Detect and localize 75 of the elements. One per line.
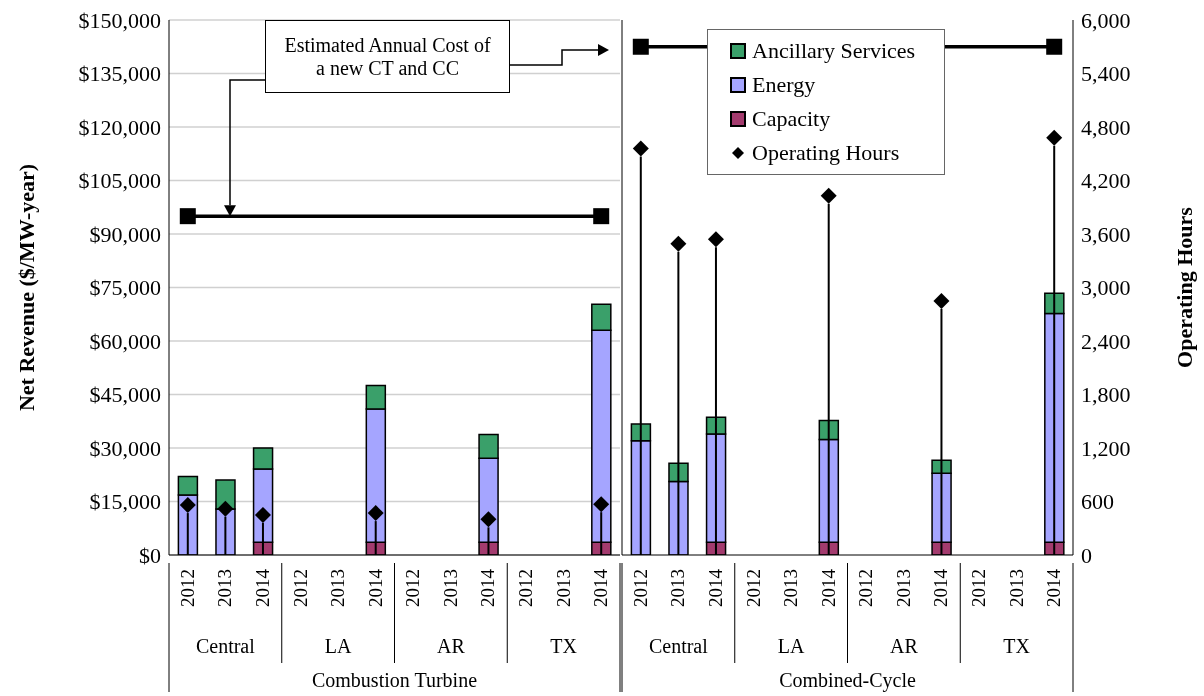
x-tick-label: 2013 (327, 569, 349, 607)
x-axis-title: Combined-Cycle (779, 669, 916, 692)
point (632, 140, 649, 157)
text: TX (550, 635, 578, 657)
y2-tick-label: 1,800 (1081, 382, 1131, 408)
point (254, 506, 271, 523)
x-tick-label: 2013 (552, 569, 574, 607)
x-tick-label: 2014 (1043, 568, 1065, 607)
x-tick-label: 2012 (968, 569, 990, 607)
x-tick-label: 2013 (780, 569, 802, 607)
x-tick-label: 2012 (742, 569, 764, 607)
y2-tick-label: 5,400 (1081, 61, 1131, 87)
text: Central (195, 635, 256, 657)
point (179, 497, 196, 514)
y2-tick-label: 600 (1081, 489, 1114, 515)
x-tick-label: 2013 (439, 569, 461, 607)
legend-label: Capacity (752, 106, 831, 132)
x-tick-label: 2014 (364, 568, 386, 607)
x-tick-label: 2012 (515, 569, 537, 607)
x-tick-label: 2012 (402, 569, 424, 607)
y-tick-label: $0 (139, 542, 161, 568)
annotation: Estimated Annual Cost of a new CT and CC (265, 20, 510, 93)
y-tick-label: $90,000 (89, 221, 161, 247)
y2-tick-label: 0 (1081, 542, 1092, 568)
text: TX (1003, 635, 1031, 657)
y-tick-label: $120,000 (78, 114, 161, 140)
text: LA (777, 635, 806, 657)
point (707, 231, 724, 248)
y-tick-label: $150,000 (78, 7, 161, 33)
y2-tick-label: 2,400 (1081, 328, 1131, 354)
point (1046, 129, 1063, 146)
x-tick-label: 2014 (590, 568, 612, 607)
y-tick-label: $60,000 (89, 328, 161, 354)
y2-tick-label: 3,000 (1081, 275, 1131, 301)
y-tick-label: $45,000 (89, 382, 161, 408)
x-tick-label: 2014 (817, 568, 839, 607)
x-tick-label: 2012 (855, 569, 877, 607)
y-tick-label: $135,000 (78, 61, 161, 87)
x-tick-label: 2013 (667, 569, 689, 607)
point (480, 511, 497, 528)
text: Central (648, 635, 709, 657)
x-tick-label: 2014 (251, 568, 273, 607)
y2-tick-label: 4,200 (1081, 168, 1131, 194)
x-tick-label: 2012 (629, 569, 651, 607)
y-tick-label: $30,000 (89, 435, 161, 461)
point (367, 505, 384, 522)
x-tick-label: 2012 (289, 569, 311, 607)
y2-tick-label: 3,600 (1081, 221, 1131, 247)
x-tick-label: 2013 (214, 569, 236, 607)
point (217, 500, 234, 517)
x-tick-label: 2013 (892, 569, 914, 607)
point (670, 235, 687, 252)
x-axis-title: Combustion Turbine (311, 669, 478, 691)
y2-tick-label: 4,800 (1081, 114, 1131, 140)
y2-tick-label: 6,000 (1081, 7, 1131, 33)
x-tick-label: 2014 (704, 568, 726, 607)
x-tick-label: 2014 (477, 568, 499, 607)
point (933, 292, 950, 309)
x-tick-label: 2014 (930, 568, 952, 607)
text: AR (436, 635, 466, 657)
y2-tick-label: 1,200 (1081, 435, 1131, 461)
y-tick-label: $15,000 (89, 489, 161, 515)
text: AR (889, 635, 919, 657)
point (820, 187, 837, 204)
y-tick-label: $105,000 (78, 168, 161, 194)
legend-label: Ancillary Services (752, 38, 916, 64)
y2-axis-title: Operating Hours (1171, 206, 1197, 368)
legend-label: Operating Hours (752, 140, 900, 166)
x-tick-label: 2012 (176, 569, 198, 607)
x-tick-label: 2013 (1005, 569, 1027, 607)
text: LA (324, 635, 353, 657)
y-tick-label: $75,000 (89, 275, 161, 301)
legend-label: Energy (752, 72, 816, 98)
y-axis-title: Net Revenue ($/MW-year) (13, 163, 39, 412)
point (593, 496, 610, 513)
